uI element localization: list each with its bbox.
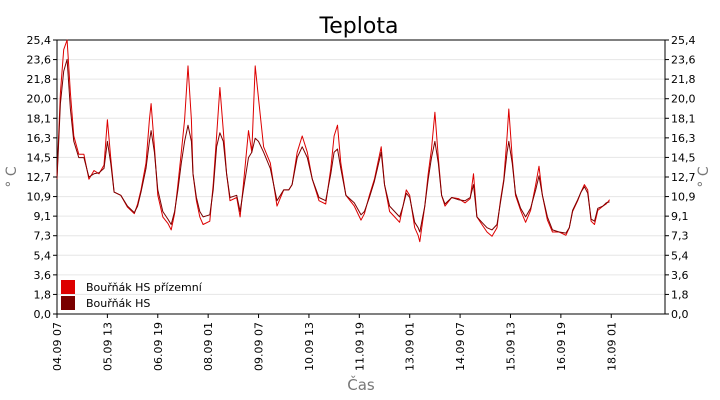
y-tick-label: 23,6 bbox=[27, 54, 52, 67]
y-tick-label: 25,4 bbox=[27, 34, 52, 47]
y-tick-label: 7,3 bbox=[34, 230, 52, 243]
x-axis-label: Čas bbox=[347, 375, 375, 394]
y-tick-label: 0,0 bbox=[671, 308, 689, 321]
y-axis-label-left: ° C bbox=[4, 166, 20, 187]
y-tick-label: 5,4 bbox=[34, 249, 52, 262]
legend[interactable]: Bouřňák HS přízemní Bouřňák HS bbox=[61, 280, 203, 310]
y-tick-label: 21,8 bbox=[27, 73, 52, 86]
y-tick-label: 3,6 bbox=[34, 269, 52, 282]
y-tick-label: 18,1 bbox=[671, 112, 696, 125]
x-tick-label: 13.09 01 bbox=[404, 322, 417, 371]
y-tick-label: 10,9 bbox=[671, 191, 696, 204]
x-tick-label: 10.09 13 bbox=[303, 322, 316, 371]
y-tick-label: 12,7 bbox=[671, 171, 696, 184]
x-tick-label: 14.09 07 bbox=[454, 322, 467, 371]
series-line-0 bbox=[56, 39, 610, 243]
x-tick-label: 09.09 07 bbox=[253, 322, 266, 371]
y-tick-label: 9,1 bbox=[34, 210, 52, 223]
legend-swatch[interactable] bbox=[61, 296, 75, 310]
y-axis-label-right: ° C bbox=[696, 166, 712, 187]
y-tick-label: 20,0 bbox=[27, 93, 52, 106]
y-tick-label: 5,4 bbox=[671, 249, 689, 262]
legend-label[interactable]: Bouřňák HS přízemní bbox=[86, 281, 203, 294]
x-tick-label: 04.09 07 bbox=[51, 322, 64, 371]
y-tick-label: 14,5 bbox=[27, 151, 52, 164]
y-tick-label: 7,3 bbox=[671, 230, 689, 243]
x-tick-label: 05.09 13 bbox=[101, 322, 114, 371]
x-tick-label: 11.09 19 bbox=[353, 322, 366, 371]
y-tick-label: 21,8 bbox=[671, 73, 696, 86]
legend-swatch[interactable] bbox=[61, 280, 75, 294]
y-tick-label: 25,4 bbox=[671, 34, 696, 47]
y-axis-left: 0,0 1,8 3,6 5,4 7,3 9,1 10,9 12,7 14,5 16,3 18,1 20… bbox=[27, 34, 57, 321]
y-tick-label: 1,8 bbox=[34, 288, 52, 301]
y-tick-label: 23,6 bbox=[671, 54, 696, 67]
y-tick-label: 1,8 bbox=[671, 288, 689, 301]
y-tick-label: 0,0 bbox=[34, 308, 52, 321]
y-tick-label: 20,0 bbox=[671, 93, 696, 106]
x-tick-label: 08.09 01 bbox=[202, 322, 215, 371]
series-lines bbox=[56, 39, 610, 243]
x-axis: 04.09 07 05.09 13 06.09 19 08.09 01 09.09 07… bbox=[51, 314, 618, 371]
x-tick-label: 16.09 19 bbox=[555, 322, 568, 371]
y-tick-label: 14,5 bbox=[671, 151, 696, 164]
x-tick-label: 06.09 19 bbox=[152, 322, 165, 371]
x-tick-label: 18.09 01 bbox=[605, 322, 618, 371]
series-line-1 bbox=[56, 58, 610, 234]
y-tick-label: 16,3 bbox=[27, 132, 52, 145]
y-axis-right: 0,0 1,8 3,6 5,4 7,3 9,1 10,9 12,7 14,5 16,3 18,1 20… bbox=[665, 34, 696, 321]
y-tick-label: 3,6 bbox=[671, 269, 689, 282]
y-tick-label: 9,1 bbox=[671, 210, 689, 223]
x-tick-label: 15.09 13 bbox=[504, 322, 517, 371]
y-tick-label: 12,7 bbox=[27, 171, 52, 184]
y-tick-label: 10,9 bbox=[27, 191, 52, 204]
y-tick-label: 18,1 bbox=[27, 112, 52, 125]
chart-title: Teplota bbox=[319, 14, 399, 39]
y-tick-label: 16,3 bbox=[671, 132, 696, 145]
grid bbox=[57, 59, 665, 295]
legend-label[interactable]: Bouřňák HS bbox=[86, 297, 150, 310]
